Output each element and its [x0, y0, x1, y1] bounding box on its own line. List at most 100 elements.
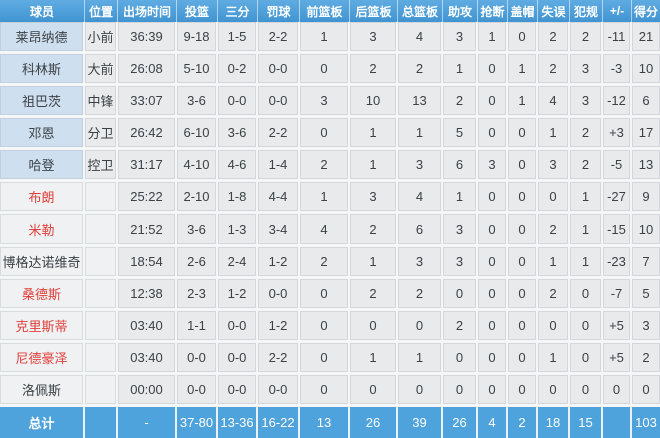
stat-cell-ft: 0-0	[258, 54, 300, 87]
stat-cell-stl: 0	[478, 278, 508, 311]
player-name-cell[interactable]: 莱昂纳德	[0, 22, 85, 55]
stat-cell-treb: 0	[398, 310, 443, 343]
stat-cell-ast: 0	[443, 278, 478, 311]
player-name-cell[interactable]: 克里斯蒂	[0, 310, 85, 343]
stat-cell-ast: 26	[443, 406, 478, 438]
stat-cell-dreb: 1	[350, 118, 398, 151]
col-header-position: 位置	[85, 0, 118, 22]
stat-cell-pf: 0	[570, 342, 603, 375]
stat-cell-position	[85, 374, 118, 407]
stat-cell-pts: 9	[632, 182, 660, 215]
stat-cell-fg: 2-3	[177, 278, 218, 311]
player-row: 米勒 21:52 3-6 1-3 3-4 4 2 6 3 0 0 2 1 -15 10	[0, 214, 660, 247]
stat-cell-tov: 4	[538, 86, 570, 119]
stat-cell-stl: 3	[478, 150, 508, 183]
stat-cell-position	[85, 214, 118, 247]
stat-cell-fg: 0-0	[177, 342, 218, 375]
stat-cell-plus-minus: -3	[603, 54, 632, 87]
stat-cell-fg: 9-18	[177, 22, 218, 55]
stat-cell-pf: 0	[570, 278, 603, 311]
stat-cell-treb: 13	[398, 86, 443, 119]
stat-cell-blk: 0	[508, 150, 538, 183]
stat-cell-ast: 1	[443, 54, 478, 87]
player-row: 科林斯 大前 26:08 5-10 0-2 0-0 0 2 2 1 0 1 2 3 -3 10	[0, 54, 660, 87]
col-header-ast: 助攻	[443, 0, 478, 22]
stat-cell-tov: 2	[538, 54, 570, 87]
stat-cell-ft: 2-2	[258, 22, 300, 55]
stat-cell-fg: 2-10	[177, 182, 218, 215]
header-row: 球员 位置 出场时间 投篮 三分 罚球 前篮板 后篮板 总篮板 助攻 抢断 盖帽…	[0, 0, 660, 22]
col-header-pts: 得分	[632, 0, 660, 22]
col-header-oreb: 前篮板	[300, 0, 350, 22]
player-name-cell[interactable]: 桑德斯	[0, 278, 85, 311]
stat-cell-stl: 0	[478, 54, 508, 87]
player-name-cell[interactable]: 尼德豪泽	[0, 342, 85, 375]
player-name-cell[interactable]: 布朗	[0, 182, 85, 215]
stat-cell-ast: 0	[443, 374, 478, 407]
stat-cell-oreb: 1	[300, 182, 350, 215]
stat-cell-oreb: 0	[300, 278, 350, 311]
stat-cell-blk: 1	[508, 86, 538, 119]
player-row: 邓恩 分卫 26:42 6-10 3-6 2-2 0 1 1 5 0 0 1 2 +3 17	[0, 118, 660, 151]
stat-cell-tov: 0	[538, 182, 570, 215]
stat-cell-treb: 4	[398, 182, 443, 215]
stat-cell-minutes: 12:38	[118, 278, 177, 311]
player-name-cell[interactable]: 祖巴茨	[0, 86, 85, 119]
stat-cell-ast: 5	[443, 118, 478, 151]
stat-cell-stl: 0	[478, 374, 508, 407]
stat-cell-3pt: 1-3	[218, 214, 258, 247]
stat-cell-minutes: 26:08	[118, 54, 177, 87]
player-row: 洛佩斯 00:00 0-0 0-0 0-0 0 0 0 0 0 0 0 0 0 0	[0, 374, 660, 407]
col-header-minutes: 出场时间	[118, 0, 177, 22]
col-header-tov: 失误	[538, 0, 570, 22]
player-name-cell[interactable]: 邓恩	[0, 118, 85, 151]
stat-cell-stl: 0	[478, 246, 508, 279]
player-name-cell[interactable]: 博格达诺维奇	[0, 246, 85, 279]
player-name-cell[interactable]: 哈登	[0, 150, 85, 183]
stat-cell-ast: 6	[443, 150, 478, 183]
stat-cell-pf: 0	[570, 374, 603, 407]
player-row: 尼德豪泽 03:40 0-0 0-0 2-2 0 1 1 0 0 0 1 0 +5 2	[0, 342, 660, 375]
player-row: 祖巴茨 中锋 33:07 3-6 0-0 0-0 3 10 13 2 0 1 4 3 -12 6	[0, 86, 660, 119]
stat-cell-ft: 0-0	[258, 278, 300, 311]
stat-cell-position: 分卫	[85, 118, 118, 151]
stat-cell-pf: 15	[570, 406, 603, 438]
stat-cell-blk: 1	[508, 54, 538, 87]
stat-cell-oreb: 2	[300, 246, 350, 279]
stat-cell-dreb: 10	[350, 86, 398, 119]
stat-cell-position: 中锋	[85, 86, 118, 119]
player-name-cell[interactable]: 科林斯	[0, 54, 85, 87]
stat-cell-ft: 3-4	[258, 214, 300, 247]
stat-cell-stl: 0	[478, 118, 508, 151]
stat-cell-minutes: -	[118, 406, 177, 438]
player-name-cell[interactable]: 米勒	[0, 214, 85, 247]
stat-cell-dreb: 1	[350, 246, 398, 279]
stat-cell-pts: 7	[632, 246, 660, 279]
stat-cell-tov: 2	[538, 22, 570, 55]
stat-cell-3pt: 2-4	[218, 246, 258, 279]
stat-cell-minutes: 36:39	[118, 22, 177, 55]
stat-cell-minutes: 26:42	[118, 118, 177, 151]
stat-cell-pf: 3	[570, 54, 603, 87]
stat-cell-pts: 5	[632, 278, 660, 311]
stat-cell-pts: 6	[632, 86, 660, 119]
stat-cell-tov: 1	[538, 246, 570, 279]
stat-cell-minutes: 18:54	[118, 246, 177, 279]
stat-cell-tov: 0	[538, 310, 570, 343]
stat-cell-plus-minus: -12	[603, 86, 632, 119]
player-name-cell[interactable]: 洛佩斯	[0, 374, 85, 407]
stat-cell-ft: 1-2	[258, 310, 300, 343]
stat-cell-position	[85, 342, 118, 375]
stat-cell-fg: 6-10	[177, 118, 218, 151]
stat-cell-stl: 0	[478, 182, 508, 215]
stat-cell-ft: 16-22	[258, 406, 300, 438]
stat-cell-3pt: 4-6	[218, 150, 258, 183]
stat-cell-dreb: 2	[350, 214, 398, 247]
stat-cell-blk: 0	[508, 182, 538, 215]
stat-cell-stl: 0	[478, 214, 508, 247]
player-row: 桑德斯 12:38 2-3 1-2 0-0 0 2 2 0 0 0 2 0 -7 5	[0, 278, 660, 311]
stat-cell-oreb: 0	[300, 310, 350, 343]
stat-cell-pf: 2	[570, 22, 603, 55]
stat-cell-pf: 2	[570, 150, 603, 183]
